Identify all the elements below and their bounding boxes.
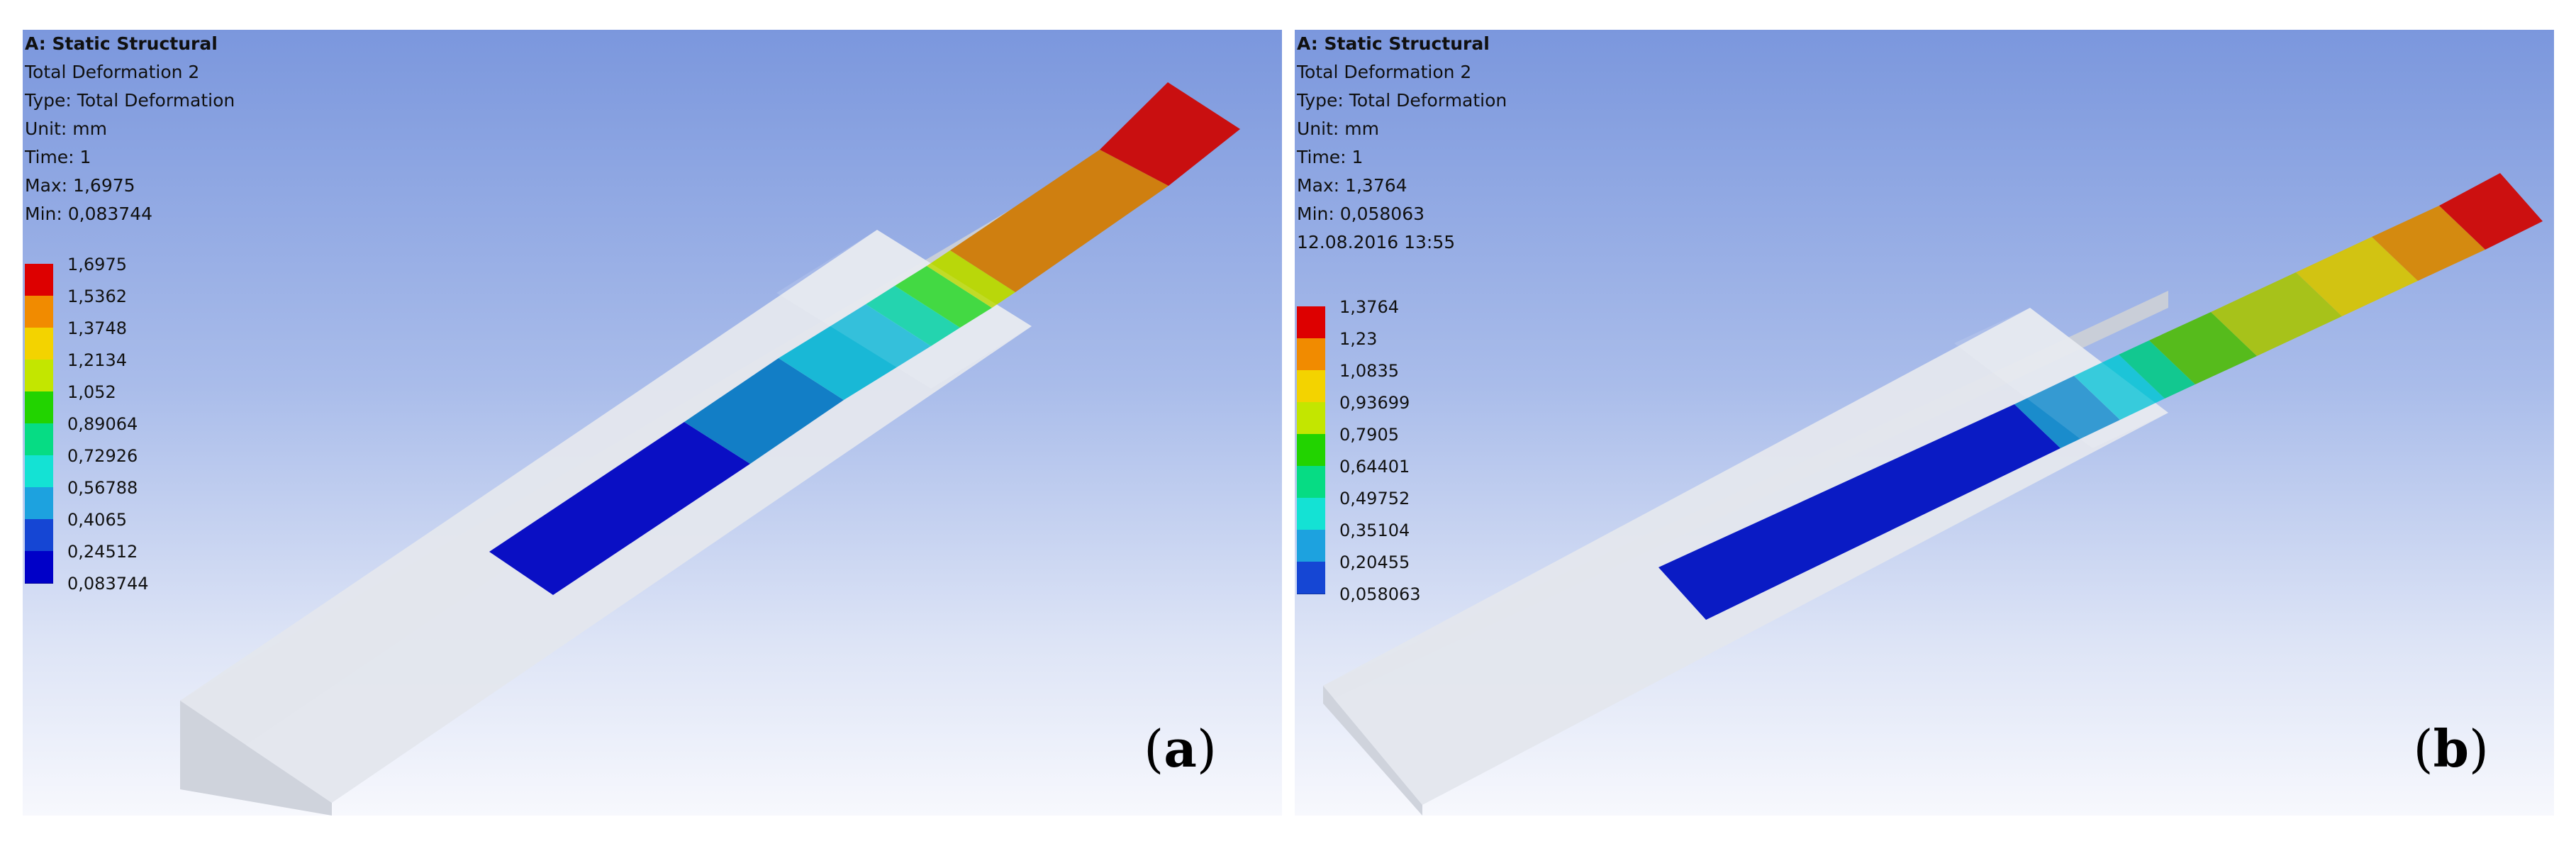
legend-swatch[interactable] (25, 551, 53, 584)
viewport-panel-b[interactable]: A: Static Structural Total Deformation 2… (1295, 30, 2554, 816)
legend-value: 0,7905 (1339, 425, 1399, 445)
legend-value: 1,5362 (67, 287, 127, 306)
legend-value: 1,052 (67, 382, 116, 402)
legend-swatch[interactable] (25, 391, 53, 424)
viewport-panel-a[interactable]: A: Static Structural Total Deformation 2… (23, 30, 1282, 816)
legend-value: 0,49752 (1339, 489, 1410, 508)
strip-band-yellow-green (2211, 272, 2342, 356)
legend-swatch[interactable] (25, 264, 53, 296)
strip-band-blue (1658, 404, 2061, 620)
legend-value: 1,6975 (67, 255, 127, 274)
strip-band-yellow-green (927, 250, 1015, 308)
legend-swatch[interactable] (1297, 370, 1325, 403)
plate-overlay (1954, 308, 2168, 448)
result-name: Total Deformation 2 (25, 62, 200, 82)
legend-swatch[interactable] (1297, 306, 1325, 339)
plate-overlay (776, 230, 1032, 389)
legend-value: 0,72926 (67, 446, 138, 466)
legend-value: 1,23 (1339, 329, 1378, 349)
result-unit: Unit: mm (25, 118, 107, 139)
strip-band-light-blue (2074, 355, 2165, 420)
legend-swatch[interactable] (1297, 498, 1325, 530)
strip-band-mid-blue (2014, 376, 2120, 448)
legend-value: 1,2134 (67, 350, 127, 370)
result-min: Min: 0,058063 (1297, 204, 1425, 224)
legend-swatch[interactable] (25, 328, 53, 360)
legend-value: 0,56788 (67, 478, 138, 498)
result-info-b: A: Static Structural Total Deformation 2… (1297, 30, 1507, 257)
strip-band-mid-blue (684, 358, 844, 464)
strip-band-blue (489, 422, 750, 595)
result-max: Max: 1,3764 (1297, 175, 1407, 196)
legend-swatch[interactable] (25, 296, 53, 328)
legend-value: 0,20455 (1339, 552, 1410, 572)
result-type: Type: Total Deformation (1297, 90, 1507, 111)
legend-swatch[interactable] (25, 487, 53, 520)
legend-swatch[interactable] (1297, 562, 1325, 594)
result-time: Time: 1 (25, 147, 91, 167)
result-unit: Unit: mm (1297, 118, 1379, 139)
legend-swatch[interactable] (1297, 434, 1325, 467)
strip-band-cyan (866, 286, 960, 346)
model-view-b[interactable] (1295, 30, 2554, 816)
result-info-a: A: Static Structural Total Deformation 2… (25, 30, 235, 228)
legend-swatch[interactable] (1297, 466, 1325, 499)
legend-swatch[interactable] (1297, 530, 1325, 562)
analysis-title: A: Static Structural (1297, 33, 1490, 54)
legend-value: 0,083744 (67, 574, 149, 594)
result-name: Total Deformation 2 (1297, 62, 1472, 82)
legend-swatch[interactable] (25, 423, 53, 456)
legend-value: 1,3748 (67, 318, 127, 338)
base-plate-front (1323, 686, 1422, 816)
legend-swatch[interactable] (1297, 338, 1325, 371)
legend-value: 0,89064 (67, 414, 138, 434)
strip-band-green (895, 266, 992, 328)
subfigure-label-b: (b) (2413, 718, 2489, 779)
model-view-a[interactable] (23, 30, 1282, 816)
legend-value: 0,058063 (1339, 584, 1421, 604)
result-type: Type: Total Deformation (25, 90, 235, 111)
legend-value: 0,35104 (1339, 521, 1410, 540)
legend-value: 0,24512 (67, 542, 138, 562)
result-time: Time: 1 (1297, 147, 1364, 167)
legend-swatch[interactable] (25, 360, 53, 392)
legend-value: 1,0835 (1339, 361, 1399, 381)
strip-band-yellow (2296, 237, 2418, 316)
result-date: 12.08.2016 13:55 (1297, 232, 1456, 252)
legend-swatch[interactable] (25, 519, 53, 552)
legend-value: 0,93699 (1339, 393, 1410, 413)
legend-swatch[interactable] (25, 455, 53, 488)
strip-band-green (2149, 312, 2257, 384)
legend-value: 0,4065 (67, 510, 127, 530)
strip-band-orange (2372, 206, 2485, 281)
strip-band-cyan (2119, 340, 2195, 399)
strip-band-red (2439, 173, 2543, 250)
subfigure-label-a: (a) (1144, 718, 1217, 779)
base-plate-front (180, 701, 332, 816)
legend-swatch[interactable] (1297, 402, 1325, 435)
result-min: Min: 0,083744 (25, 204, 153, 224)
strip-band-light-blue (779, 304, 931, 400)
analysis-title: A: Static Structural (25, 33, 218, 54)
strip-band-red (1100, 82, 1240, 186)
legend-value: 1,3764 (1339, 297, 1399, 317)
legend-value: 0,64401 (1339, 457, 1410, 477)
strip-band-orange (950, 150, 1169, 292)
result-max: Max: 1,6975 (25, 175, 135, 196)
